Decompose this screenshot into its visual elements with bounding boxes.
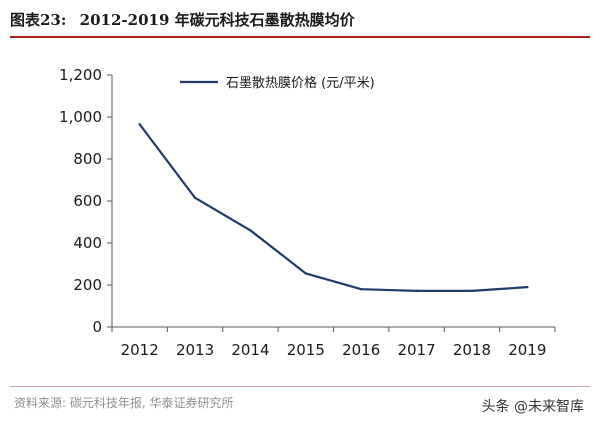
data-point	[415, 289, 418, 293]
series-line	[138, 123, 528, 292]
header-rule	[10, 36, 590, 38]
y-tick-label: 0	[92, 318, 102, 336]
x-tick-label: 2016	[342, 341, 380, 359]
watermark: 头条 @未来智库	[481, 399, 584, 415]
source-note: 资料来源: 碳元科技年报, 华泰证券研究所	[14, 396, 234, 410]
y-tick-label: 600	[73, 192, 102, 210]
figure-header: 图表23: 2012-2019 年碳元科技石墨散热膜均价	[10, 6, 590, 34]
y-tick-label: 200	[73, 276, 102, 294]
price-line-chart: 0 200 400 600 800 1,000 1,200 2012 2013 2014 2015 2…	[59, 66, 556, 359]
data-point	[138, 123, 141, 126]
data-point	[359, 288, 363, 291]
data-point	[193, 196, 197, 200]
y-tick-label: 1,200	[59, 66, 102, 84]
data-point	[304, 272, 308, 275]
y-tick-label: 1,000	[59, 108, 102, 126]
figure-label: 图表23:	[10, 11, 67, 29]
chart-marks	[138, 123, 529, 293]
x-tick-label: 2019	[508, 341, 546, 359]
x-tick-label: 2012	[121, 341, 159, 359]
data-point	[470, 289, 474, 293]
chart-legend: 石墨散热膜价格 (元/平米)	[180, 75, 375, 91]
x-tick-label: 2013	[176, 341, 214, 359]
chart-axes: 0 200 400 600 800 1,000 1,200 2012 2013 2014 2015 2…	[59, 66, 556, 359]
x-tick-label: 2015	[287, 341, 325, 359]
x-tick-label: 2014	[231, 341, 269, 359]
x-tick-label: 2018	[453, 341, 491, 359]
x-tick-label: 2017	[397, 341, 435, 359]
footer-rule	[10, 386, 590, 387]
y-tick-label: 400	[73, 234, 102, 252]
legend-label: 石墨散热膜价格 (元/平米)	[226, 75, 375, 91]
data-point	[526, 285, 529, 289]
data-point	[249, 229, 252, 232]
y-tick-label: 800	[73, 150, 102, 168]
figure-title: 2012-2019 年碳元科技石墨散热膜均价	[79, 11, 355, 29]
